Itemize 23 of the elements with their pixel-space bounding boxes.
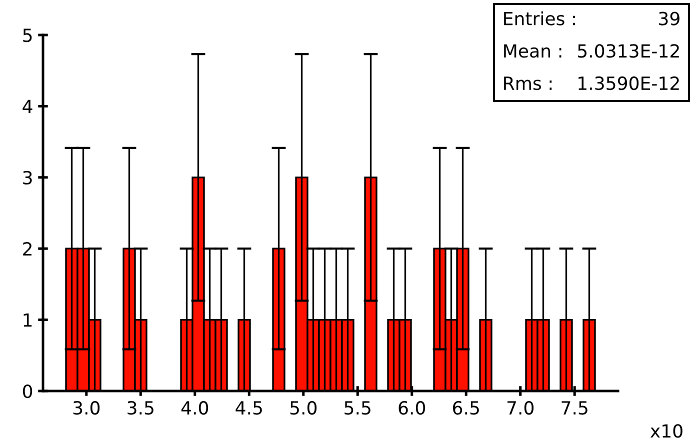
y-tick-label: 2	[23, 242, 32, 256]
x-tick-label: 6.0	[398, 401, 426, 415]
y-tick-label: 4	[22, 100, 32, 114]
x-tick-label: 6.5	[453, 401, 479, 415]
x-tick-label: 5.5	[344, 401, 370, 415]
annotation: 1.3590E-12	[578, 76, 679, 90]
annotation: Mean :	[504, 44, 562, 58]
x-tick-label: 3.5	[128, 401, 154, 415]
y-tick-label: 1	[24, 313, 32, 327]
x-tick-label: 3.0	[73, 401, 100, 415]
x-tick-label: 4.5	[236, 401, 262, 415]
text: 39	[659, 12, 680, 26]
x-axis-title: x10	[650, 424, 682, 438]
annotation: 5.0313E-12	[578, 44, 679, 58]
x-tick-label: 7.0	[507, 401, 534, 415]
text: Entries :	[504, 11, 575, 26]
x-tick-label: 7.5	[562, 401, 588, 415]
x-tick-label: 5.0	[290, 401, 317, 415]
annotation: Rms :	[504, 76, 552, 90]
y-tick-label: 5	[23, 28, 32, 42]
y-tick-label: 3	[23, 170, 32, 185]
y-tick-label: 0	[22, 384, 32, 398]
x-tick-label: 4.0	[181, 401, 208, 415]
